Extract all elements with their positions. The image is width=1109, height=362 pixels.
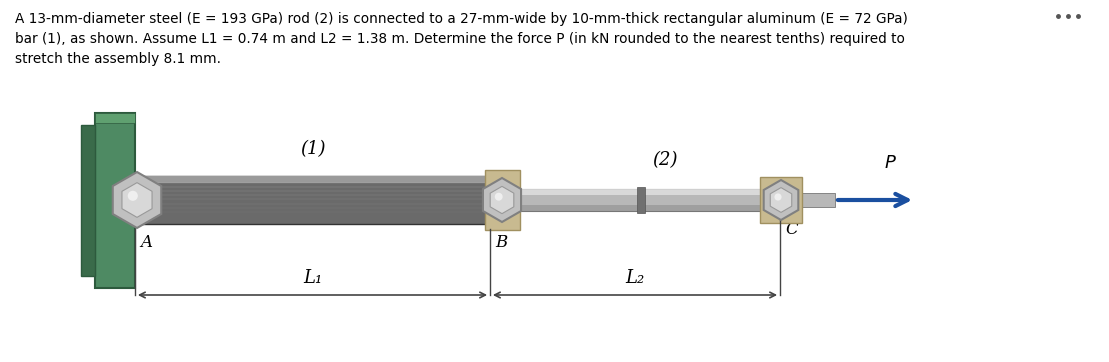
Text: L₁: L₁ bbox=[303, 269, 322, 287]
Bar bbox=[520, 189, 780, 211]
Polygon shape bbox=[113, 172, 161, 228]
Bar bbox=[81, 125, 95, 275]
Text: P: P bbox=[885, 154, 895, 172]
Polygon shape bbox=[122, 183, 152, 217]
Polygon shape bbox=[771, 188, 792, 212]
Circle shape bbox=[495, 193, 502, 201]
Circle shape bbox=[128, 191, 138, 201]
Text: (2): (2) bbox=[652, 151, 678, 169]
Text: A 13-mm-diameter steel (E = 193 GPa) rod (2) is connected to a 27-mm-wide by 10-: A 13-mm-diameter steel (E = 193 GPa) rod… bbox=[16, 12, 908, 26]
Polygon shape bbox=[490, 186, 513, 214]
Bar bbox=[760, 177, 802, 223]
Text: stretch the assembly 8.1 mm.: stretch the assembly 8.1 mm. bbox=[16, 52, 221, 66]
Bar bbox=[135, 176, 490, 224]
Bar bbox=[95, 113, 135, 122]
Text: L₂: L₂ bbox=[625, 269, 644, 287]
Bar bbox=[520, 205, 780, 211]
Polygon shape bbox=[482, 178, 521, 222]
Text: B: B bbox=[495, 234, 507, 251]
Text: (1): (1) bbox=[299, 140, 325, 158]
Text: C: C bbox=[785, 221, 797, 238]
Polygon shape bbox=[764, 180, 798, 220]
Text: bar (1), as shown. Assume L1 = 0.74 m and L2 = 1.38 m. Determine the force P (in: bar (1), as shown. Assume L1 = 0.74 m an… bbox=[16, 32, 905, 46]
Bar bbox=[637, 187, 645, 213]
Bar bbox=[520, 189, 780, 195]
Text: A: A bbox=[140, 234, 152, 251]
Bar bbox=[802, 193, 835, 207]
Bar bbox=[95, 113, 135, 287]
Bar bbox=[135, 176, 490, 183]
Bar bbox=[485, 170, 520, 230]
Circle shape bbox=[774, 193, 782, 201]
